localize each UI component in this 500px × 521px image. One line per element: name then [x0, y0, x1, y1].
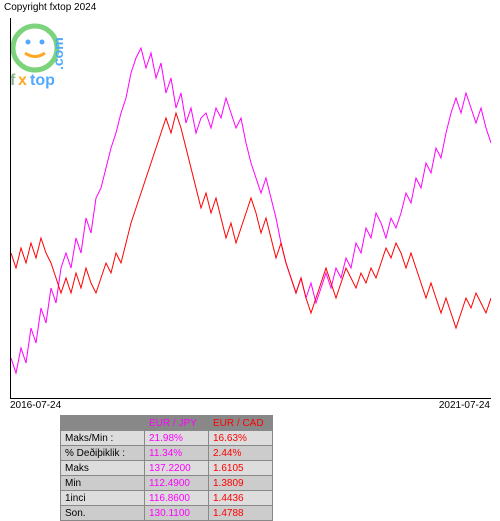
row-val2: 1.4436	[209, 491, 273, 506]
series-line	[11, 113, 491, 328]
row-val2: 1.6105	[209, 461, 273, 476]
table-header-row: EUR / JPY EUR / CAD	[61, 416, 273, 431]
row-val2: 1.3809	[209, 476, 273, 491]
row-label: % Deðiþiklik :	[61, 446, 145, 461]
row-label: Son.	[61, 506, 145, 521]
chart-lines	[11, 18, 491, 398]
row-val1: 112.4900	[145, 476, 209, 491]
copyright-text: Copyright fxtop 2024	[4, 2, 96, 13]
row-label: Maks	[61, 461, 145, 476]
table-row: Maks137.22001.6105	[61, 461, 273, 476]
row-label: Min	[61, 476, 145, 491]
table-row: Son.130.11001.4788	[61, 506, 273, 521]
table-row: % Deðiþiklik :11.34%2.44%	[61, 446, 273, 461]
x-axis-end: 2021-07-24	[439, 400, 490, 411]
series-line	[11, 48, 491, 373]
header-blank	[61, 416, 145, 431]
stats-table: EUR / JPY EUR / CAD Maks/Min :21.98%16.6…	[60, 415, 273, 521]
x-axis-start: 2016-07-24	[10, 400, 61, 411]
header-col1: EUR / JPY	[145, 416, 209, 431]
row-val2: 16.63%	[209, 431, 273, 446]
row-label: 1inci	[61, 491, 145, 506]
row-val2: 2.44%	[209, 446, 273, 461]
header-col2: EUR / CAD	[209, 416, 273, 431]
row-val1: 116.8600	[145, 491, 209, 506]
price-chart	[10, 18, 491, 399]
table-row: Min112.49001.3809	[61, 476, 273, 491]
table-row: 1inci116.86001.4436	[61, 491, 273, 506]
row-val1: 11.34%	[145, 446, 209, 461]
row-val1: 21.98%	[145, 431, 209, 446]
row-val2: 1.4788	[209, 506, 273, 521]
row-val1: 137.2200	[145, 461, 209, 476]
table-row: Maks/Min :21.98%16.63%	[61, 431, 273, 446]
row-label: Maks/Min :	[61, 431, 145, 446]
row-val1: 130.1100	[145, 506, 209, 521]
